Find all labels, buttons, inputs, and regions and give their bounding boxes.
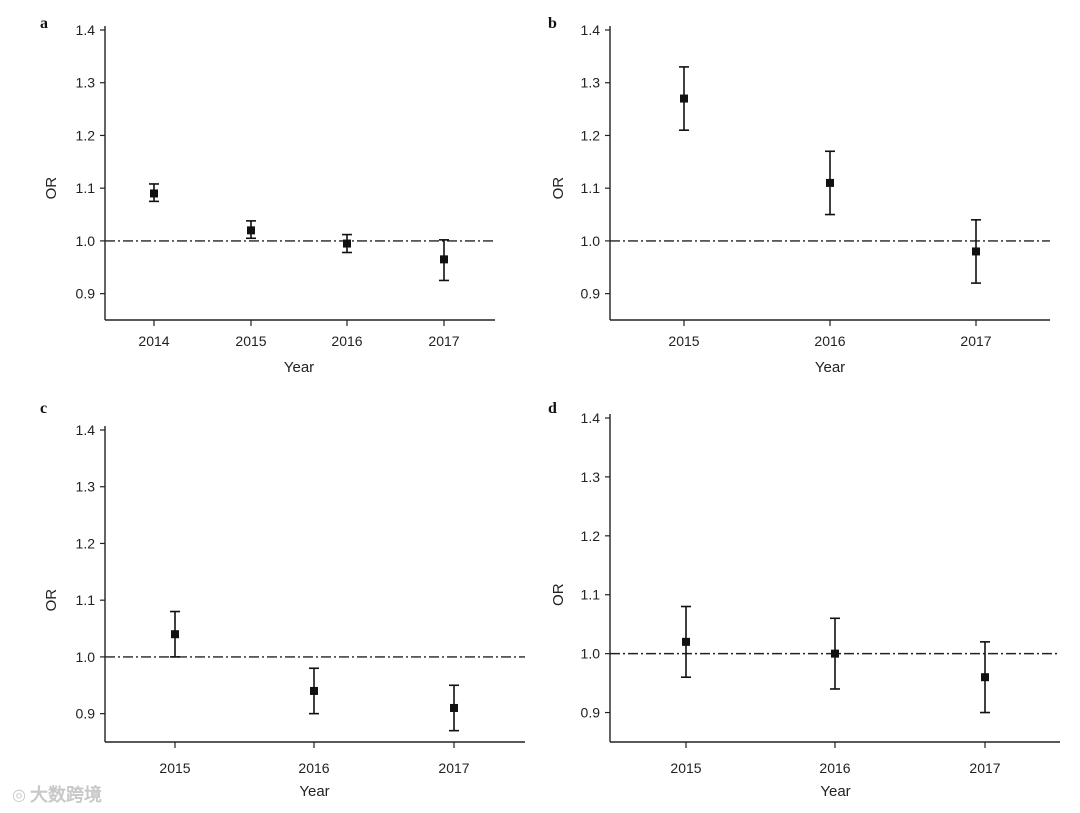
- y-tick-label: 1.2: [76, 127, 96, 143]
- x-tick-label: 2015: [159, 760, 190, 776]
- y-tick-label: 1.4: [76, 422, 96, 438]
- x-tick-label: 2016: [819, 760, 850, 776]
- data-point: [150, 189, 158, 198]
- x-tick-label: 2014: [138, 333, 169, 349]
- y-tick-label: 1.1: [581, 180, 601, 196]
- x-tick-label: 2015: [670, 760, 701, 776]
- y-tick-label: 1.2: [581, 127, 601, 143]
- watermark-text: 大数跨境: [29, 785, 102, 806]
- data-point: [171, 630, 179, 639]
- data-point: [440, 255, 448, 264]
- y-tick-label: 1.3: [581, 469, 601, 485]
- y-tick-label: 1.0: [76, 649, 96, 665]
- y-tick-label: 0.9: [581, 705, 601, 721]
- y-tick-label: 1.4: [76, 22, 96, 38]
- data-point: [831, 649, 839, 658]
- x-axis-title: Year: [820, 783, 850, 800]
- y-tick-label: 1.1: [76, 180, 96, 196]
- x-tick-label: 2016: [814, 333, 845, 349]
- y-tick-label: 1.2: [76, 535, 96, 551]
- y-tick-label: 1.3: [581, 75, 601, 91]
- data-point: [680, 94, 688, 103]
- y-tick-label: 0.9: [76, 286, 96, 302]
- y-tick-label: 1.1: [76, 592, 96, 608]
- x-axis-title: Year: [815, 359, 845, 376]
- y-tick-label: 1.3: [76, 75, 96, 91]
- y-tick-label: 1.0: [581, 233, 601, 249]
- x-axis-title: Year: [299, 783, 329, 800]
- data-point: [682, 637, 690, 646]
- y-axis-title: OR: [43, 177, 60, 200]
- x-tick-label: 2016: [331, 333, 362, 349]
- panel-label: c: [40, 400, 47, 417]
- x-tick-label: 2017: [438, 760, 469, 776]
- panel-label: a: [40, 15, 48, 32]
- data-point: [826, 178, 834, 187]
- data-point: [343, 239, 351, 248]
- x-tick-label: 2015: [668, 333, 699, 349]
- x-tick-label: 2017: [960, 333, 991, 349]
- data-point: [310, 686, 318, 695]
- panel-label: b: [548, 15, 557, 32]
- x-tick-label: 2017: [969, 760, 1000, 776]
- data-point: [247, 226, 255, 235]
- y-axis-title: OR: [550, 583, 567, 606]
- data-point: [972, 247, 980, 256]
- y-tick-label: 1.3: [76, 479, 96, 495]
- data-point: [450, 703, 458, 712]
- y-tick-label: 1.4: [581, 22, 601, 38]
- y-tick-label: 1.4: [581, 410, 601, 426]
- x-tick-label: 2017: [428, 333, 459, 349]
- watermark: ◎ 大数跨境: [12, 781, 102, 807]
- y-tick-label: 1.2: [581, 528, 601, 544]
- x-tick-label: 2016: [298, 760, 329, 776]
- weibo-icon: ◎: [12, 784, 26, 804]
- y-tick-label: 0.9: [581, 286, 601, 302]
- y-axis-title: OR: [550, 177, 567, 200]
- y-axis-title: OR: [43, 589, 60, 612]
- panel-label: d: [548, 400, 557, 417]
- y-tick-label: 1.0: [581, 646, 601, 662]
- data-point: [981, 673, 989, 682]
- y-tick-label: 0.9: [76, 706, 96, 722]
- x-tick-label: 2015: [235, 333, 266, 349]
- y-tick-label: 1.0: [76, 233, 96, 249]
- y-tick-label: 1.1: [581, 587, 601, 603]
- x-axis-title: Year: [284, 359, 314, 376]
